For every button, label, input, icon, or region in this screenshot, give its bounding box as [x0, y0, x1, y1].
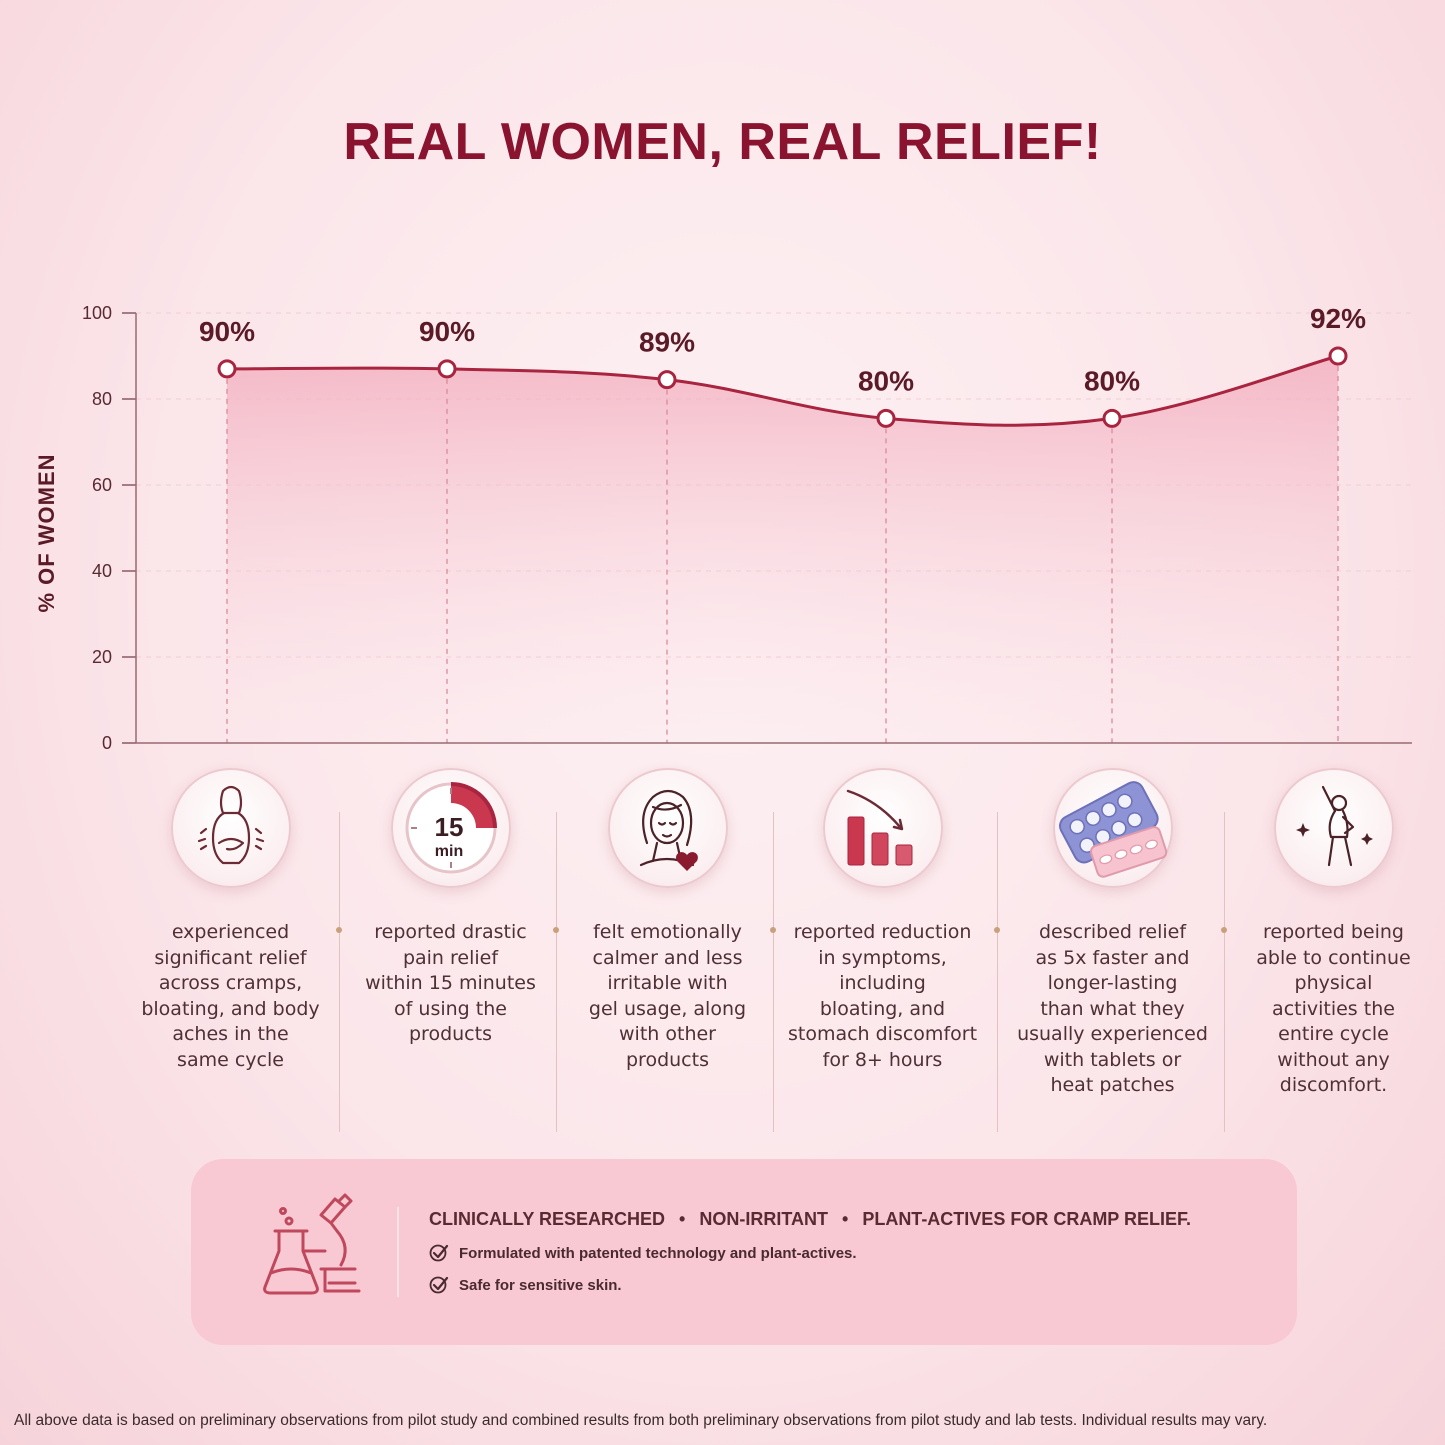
- timer-unit: min: [434, 843, 462, 860]
- page-title: REAL WOMEN, REAL RELIEF!: [343, 113, 1102, 171]
- data-label: 89%: [639, 327, 695, 358]
- calm-woman-heart-icon: [607, 768, 728, 888]
- claim-non-irritant: NON-IRRITANT: [699, 1209, 828, 1229]
- y-axis-label: % OF WOMEN: [34, 453, 59, 612]
- stat-card-6: reported being able to continue physical a…: [1226, 768, 1441, 1099]
- decreasing-bars-icon: [822, 768, 943, 888]
- claim-plant-actives: PLANT-ACTIVES FOR CRAMP RELIEF.: [862, 1209, 1191, 1229]
- data-label: 80%: [858, 365, 914, 396]
- data-label: 80%: [1084, 365, 1140, 396]
- claims-panel: CLINICALLY RESEARCHED • NON-IRRITANT • PLANT…: [191, 1159, 1297, 1345]
- disclaimer-footnote: All above data is based on preliminary o…: [14, 1412, 1268, 1429]
- data-label: 92%: [1310, 303, 1366, 334]
- line-chart: 0 20 40 60 80 100 90% 90% 89% 80% 80% 92% % OF WOM…: [34, 303, 1412, 753]
- woman-cramps-icon: [170, 768, 291, 888]
- divider-dot: [336, 927, 342, 933]
- area-fill: [227, 356, 1338, 743]
- claims-line: CLINICALLY RESEARCHED • NON-IRRITANT • PLANT…: [429, 1209, 1191, 1230]
- data-point: [1102, 408, 1122, 428]
- data-point: [657, 370, 677, 390]
- check-item-sensitive-skin: Safe for sensitive skin.: [429, 1275, 622, 1295]
- stat-card-5: described relief as 5x faster and longer-l…: [1005, 768, 1220, 1099]
- data-point: [1328, 346, 1348, 366]
- active-woman-stretch-icon: [1273, 768, 1394, 888]
- stat-description: reported being able to continue physical a…: [1256, 921, 1411, 1096]
- stat-description: reported drastic pain relief within 15 min…: [365, 921, 536, 1045]
- data-point: [437, 359, 457, 379]
- stat-description: felt emotionally calmer and less irritable…: [588, 921, 747, 1071]
- series-line: [226, 354, 1339, 427]
- lab-flask-microscope-icon: [263, 1191, 363, 1301]
- check-item-patented: Formulated with patented technology and …: [429, 1243, 857, 1263]
- check-circle-icon: [429, 1276, 449, 1294]
- claim-bullet: •: [679, 1209, 686, 1229]
- data-label: 90%: [199, 316, 255, 347]
- card-divider: [339, 812, 340, 1132]
- tablet-blister-icon: [1052, 768, 1173, 888]
- timer-number: 15: [434, 812, 463, 842]
- stat-card-2: 15 min reported drastic pain relief within…: [343, 768, 558, 1048]
- divider-dot: [994, 927, 1000, 933]
- stat-card-4: reported reduction in symptoms, including …: [775, 768, 990, 1073]
- stat-description: reported reduction in symptoms, including …: [787, 921, 978, 1071]
- card-divider: [773, 812, 774, 1132]
- divider-dot: [553, 927, 559, 933]
- data-point: [217, 359, 237, 379]
- y-tick-label: 40: [92, 561, 112, 581]
- claim-bullet: •: [842, 1209, 849, 1229]
- card-divider: [556, 812, 557, 1132]
- y-tick-label: 60: [92, 475, 112, 495]
- panel-divider: [397, 1207, 399, 1297]
- y-tick-label: 0: [102, 733, 112, 753]
- y-tick-label: 80: [92, 389, 112, 409]
- timer-15-min-icon: 15 min: [390, 768, 511, 888]
- claim-clinically-researched: CLINICALLY RESEARCHED: [429, 1209, 666, 1229]
- y-tick-label: 100: [82, 303, 112, 323]
- stat-card-3: felt emotionally calmer and less irritable…: [560, 768, 775, 1073]
- card-divider: [1224, 812, 1225, 1132]
- data-point: [876, 408, 896, 428]
- divider-dot: [770, 927, 776, 933]
- stat-card-1: experienced significant relief across cram…: [123, 768, 338, 1073]
- data-label: 90%: [419, 316, 475, 347]
- check-circle-icon: [429, 1244, 449, 1262]
- stat-description: experienced significant relief across cram…: [141, 921, 320, 1071]
- card-divider: [997, 812, 998, 1132]
- y-tick-label: 20: [92, 647, 112, 667]
- stat-description: described relief as 5x faster and longer-l…: [1017, 921, 1208, 1096]
- divider-dot: [1221, 927, 1227, 933]
